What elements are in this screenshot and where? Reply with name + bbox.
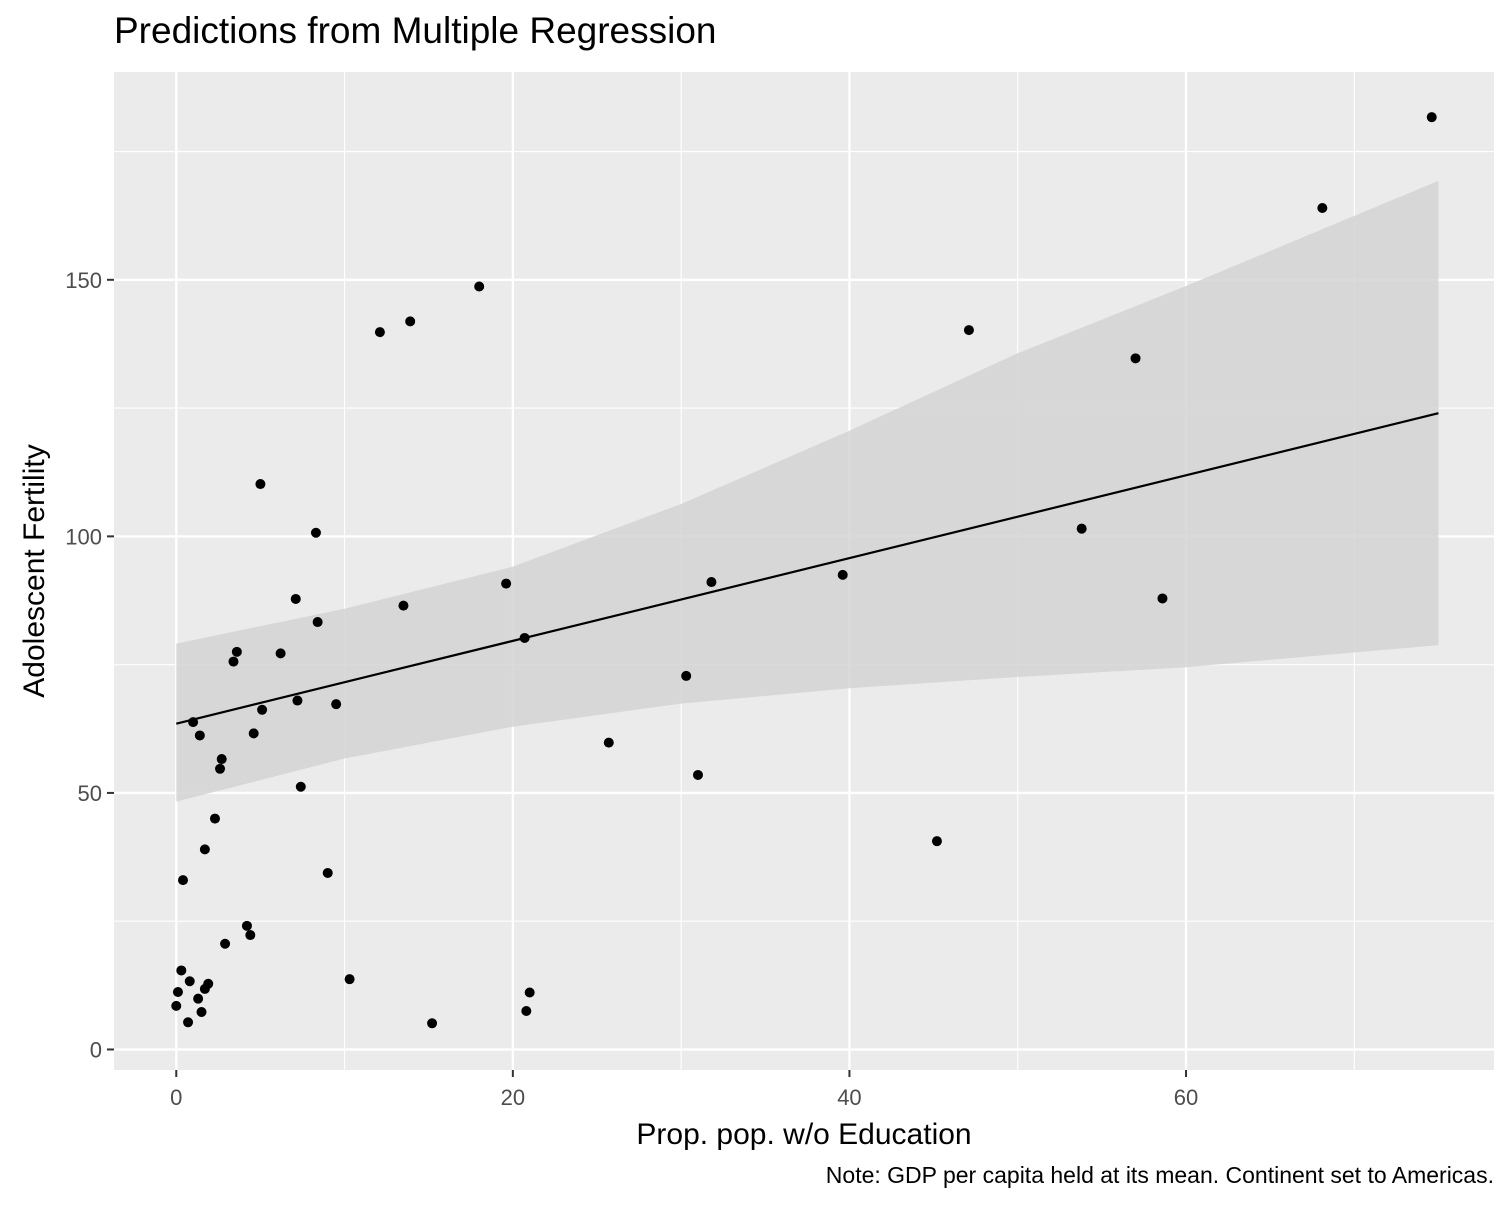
x-tick-label: 60: [1174, 1085, 1198, 1110]
data-point: [216, 754, 227, 765]
data-point: [290, 593, 301, 604]
data-point: [245, 930, 256, 941]
data-point: [184, 976, 195, 987]
data-point: [519, 632, 530, 643]
data-point: [172, 987, 183, 998]
data-point: [1130, 353, 1141, 364]
data-point: [220, 938, 231, 949]
data-point: [215, 763, 226, 774]
data-point: [1076, 523, 1087, 534]
data-point: [171, 1000, 182, 1011]
x-tick-label: 40: [837, 1085, 861, 1110]
data-point: [706, 577, 717, 588]
data-point: [931, 836, 942, 847]
data-point: [837, 569, 848, 580]
y-axis-title: Adolescent Fertility: [18, 444, 51, 697]
data-point: [474, 281, 485, 292]
data-point: [681, 670, 692, 681]
data-point: [310, 527, 321, 538]
data-point: [228, 656, 239, 667]
data-point: [398, 600, 409, 611]
y-tick-label: 100: [65, 524, 102, 549]
regression-line: [176, 412, 1439, 725]
data-point: [194, 730, 205, 741]
data-point: [176, 965, 187, 976]
data-point: [331, 699, 342, 710]
x-axis-title: Prop. pop. w/o Education: [636, 1118, 971, 1151]
data-point: [374, 327, 385, 338]
data-point: [178, 875, 188, 886]
data-point: [521, 1005, 532, 1016]
data-point: [405, 316, 416, 327]
data-point: [524, 987, 535, 998]
data-point: [241, 920, 252, 931]
data-point: [292, 695, 303, 706]
data-point: [248, 728, 259, 739]
chart-title: Predictions from Multiple Regression: [114, 10, 717, 51]
y-tick-label: 150: [65, 268, 102, 293]
data-point: [183, 1017, 194, 1028]
chart-caption: Note: GDP per capita held at its mean. C…: [825, 1162, 1494, 1188]
data-point: [1317, 202, 1328, 213]
data-point: [203, 978, 214, 989]
data-point: [295, 781, 306, 792]
x-tick-label: 0: [170, 1085, 182, 1110]
data-point: [209, 813, 220, 824]
y-tick-label: 0: [90, 1037, 102, 1062]
data-point: [257, 704, 268, 715]
x-tick-label: 20: [501, 1085, 525, 1110]
data-point: [963, 325, 974, 336]
data-point: [312, 617, 323, 628]
y-tick-label: 50: [78, 781, 102, 806]
data-point: [692, 769, 703, 780]
data-point: [1157, 593, 1168, 604]
data-point: [275, 648, 286, 659]
data-point: [603, 737, 614, 748]
data-point: [501, 578, 512, 589]
data-point: [199, 844, 210, 855]
data-point: [193, 993, 204, 1004]
data-point: [427, 1018, 438, 1029]
data-point: [1426, 112, 1437, 123]
data-point: [255, 479, 266, 490]
data-point: [231, 646, 242, 657]
data-point: [188, 717, 199, 728]
data-point: [344, 974, 355, 985]
data-point: [322, 867, 333, 878]
data-point: [196, 1007, 207, 1018]
